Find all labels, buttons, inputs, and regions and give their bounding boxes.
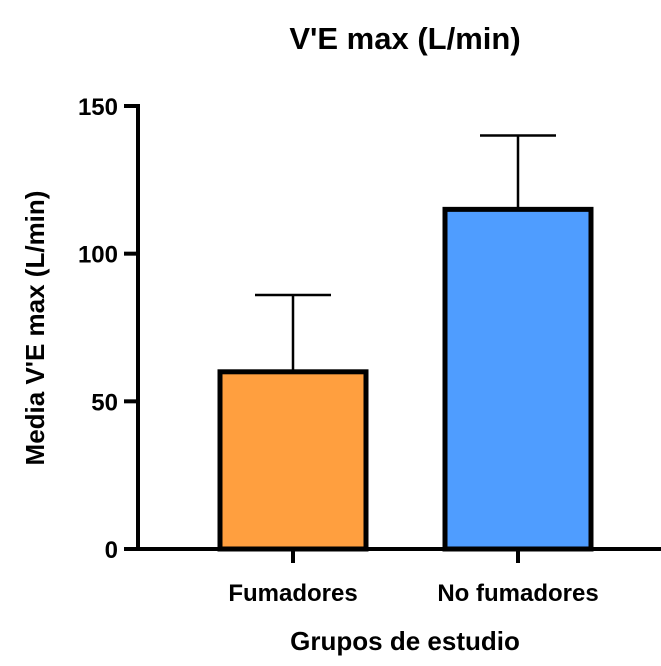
- y-tick-label: 150: [78, 94, 118, 121]
- bar-no-fumadores: [442, 206, 594, 552]
- y-tick-label: 50: [91, 389, 118, 416]
- y-tick-label: 0: [105, 537, 118, 564]
- bar-fumadores: [217, 369, 369, 552]
- y-tick-label: 100: [78, 242, 118, 269]
- x-axis-title: Grupos de estudio: [290, 626, 520, 656]
- x-tick-label: No fumadores: [437, 580, 598, 607]
- plot-area: 0 50 100 150 Fumadores No fumadores: [78, 94, 661, 607]
- chart-title: V'E max (L/min): [289, 21, 520, 56]
- x-tick-label: Fumadores: [228, 580, 357, 607]
- y-axis-title: Media V'E max (L/min): [20, 191, 50, 466]
